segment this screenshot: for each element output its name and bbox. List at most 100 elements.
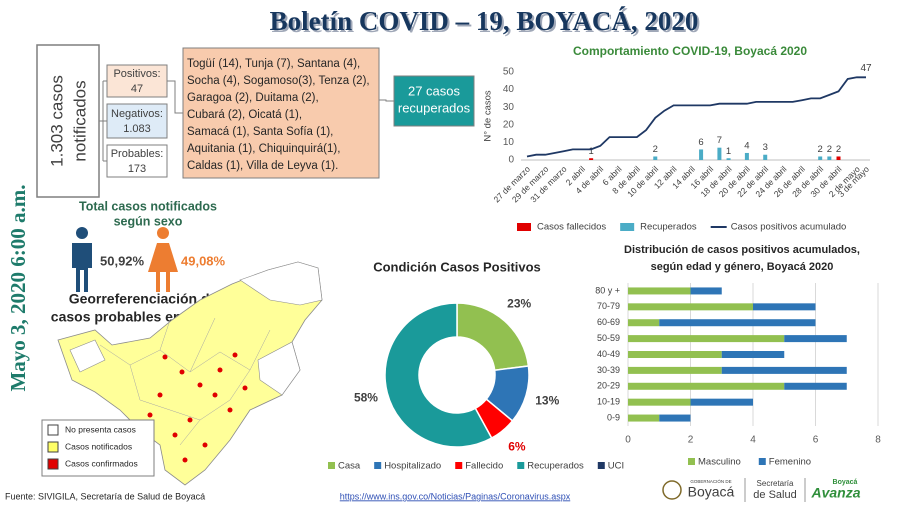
page-title: Boletín COVID – 19, BOYACÁ, 2020	[270, 6, 699, 36]
municipio-line: Caldas (1), Villa de Leyva (1).	[187, 160, 338, 172]
bar	[717, 147, 722, 160]
pie-slice	[384, 302, 493, 448]
data-label: 23%	[507, 297, 531, 311]
map-legend-box	[41, 419, 155, 477]
map-empty-regions	[69, 261, 323, 396]
legend-marker	[597, 462, 605, 469]
municipio-line: Socha (4), Sogamoso(3), Tenza (2),	[187, 75, 370, 87]
data-label: 6	[698, 137, 703, 148]
logo-emblem	[662, 480, 682, 500]
probables-label: Probables:	[111, 148, 164, 160]
map: Georreferenciación de casos probables en…	[41, 261, 323, 486]
bar	[628, 414, 660, 422]
sexo-title: según sexo	[114, 214, 183, 228]
data-label: 6%	[508, 440, 526, 454]
municipio-line: Togüí (14), Tunja (7), Santana (4),	[187, 58, 360, 70]
total-line: 1.303 casos	[47, 75, 66, 167]
data-label: 4	[744, 140, 749, 151]
logos: GOBERNACIÓN DE Boyacá Secretaría de Salu…	[662, 478, 861, 502]
y-tick-label: 70-79	[597, 301, 620, 311]
legend-label: Recuperados	[640, 222, 697, 233]
legend-marker	[758, 458, 766, 465]
total-line: notificados	[70, 80, 89, 161]
municipios-box	[182, 47, 380, 179]
y-tick-label: 80 y +	[595, 285, 620, 295]
bar	[690, 287, 722, 295]
bar	[699, 149, 704, 160]
bar	[628, 382, 785, 390]
legend-marker	[328, 462, 335, 469]
bar	[784, 382, 847, 390]
connector	[99, 80, 107, 162]
x-tick-label: 6	[813, 435, 819, 446]
recuperados-text: recuperados	[398, 100, 471, 115]
bar	[784, 335, 847, 343]
bar	[744, 152, 749, 160]
negativos-box	[106, 103, 168, 139]
logo-text: Secretaría	[757, 479, 794, 488]
sexo: Total casos notificados según sexo 50,92…	[72, 199, 226, 292]
bar	[721, 366, 847, 374]
legend-marker	[517, 223, 531, 231]
data-label: 7	[717, 135, 722, 146]
bar	[628, 335, 785, 343]
y-axis-label: N° de casos	[483, 90, 494, 142]
bar	[690, 398, 753, 406]
data-label: 13%	[535, 393, 559, 407]
bar	[659, 414, 691, 422]
bar	[628, 287, 691, 295]
data-label: 47	[860, 63, 872, 74]
municipios: Togüí (14), Tunja (7), Santana (4), Socha…	[187, 58, 370, 172]
date: Mayo 3, 2020 6:00 a.m.	[6, 184, 30, 391]
title-shadow: Boletín COVID – 19, BOYACÁ, 2020	[272, 8, 701, 38]
municipio-line: Samacá (1), Santa Sofía (1),	[187, 126, 333, 138]
bar	[827, 156, 832, 160]
data-label: 2	[818, 144, 823, 155]
map-dots	[147, 352, 248, 463]
x-tick-label: 4	[750, 435, 756, 446]
data-label: 2	[836, 144, 841, 155]
legend-marker	[620, 223, 635, 231]
legend-label: Femenino	[769, 457, 811, 468]
bar	[836, 156, 841, 160]
logo-text: Boyacá	[833, 479, 858, 486]
municipio-line: Aquitania (1), Chiquinquirá(1),	[187, 143, 340, 155]
chart-title: según edad y género, Boyacá 2020	[651, 261, 834, 273]
line	[526, 76, 866, 158]
legend-marker	[455, 462, 463, 469]
pie-slice	[456, 302, 530, 372]
y-tick-label: 20-29	[597, 381, 620, 391]
female-percent: 49,08%	[181, 253, 226, 268]
chart-title: Condición Casos Positivos	[373, 259, 541, 274]
chart-title: Distribución de casos positivos acumulad…	[624, 244, 860, 256]
y-tick-label: 40	[503, 84, 515, 95]
positivos-label: Positivos:	[113, 68, 160, 80]
map-legend-label: Casos confirmados	[65, 458, 138, 468]
legend-swatch	[47, 458, 59, 470]
y-tick-label: 0	[508, 155, 514, 166]
y-tick-label: 20	[503, 119, 515, 130]
data-label: 3	[763, 142, 768, 153]
recuperados-box	[393, 75, 475, 127]
bar	[726, 158, 731, 160]
male-percent: 50,92%	[100, 253, 145, 268]
y-tick-label: 60-69	[597, 317, 620, 327]
summary: 1.303 casos notificados Positivos: 47 Ne…	[36, 44, 475, 198]
data-label: 58%	[354, 391, 378, 405]
municipio-line: Cubará (2), Oicatá (1),	[187, 109, 302, 121]
bar	[763, 154, 768, 160]
map-title: Georreferenciación de	[69, 291, 218, 307]
legend-label: Recuperados	[527, 461, 584, 472]
url-link[interactable]: https://www.ins.gov.co/Noticias/Paginas/…	[340, 491, 571, 501]
bar	[659, 319, 816, 327]
total-box	[36, 44, 100, 198]
logo-text: Avanza	[810, 485, 860, 501]
y-tick-label: 30	[503, 102, 515, 113]
data-label: 2	[827, 144, 832, 155]
bar	[818, 156, 823, 160]
legend-label: UCI	[608, 461, 624, 472]
bar	[628, 303, 753, 311]
legend-swatch	[47, 441, 59, 453]
chart-title: Comportamiento COVID-19, Boyacá 2020	[573, 44, 807, 58]
